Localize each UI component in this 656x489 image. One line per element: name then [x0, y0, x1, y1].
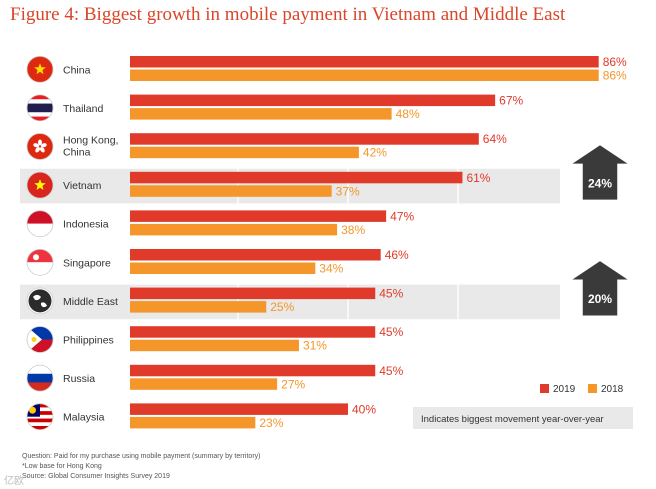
footer-question: Question: Paid for my purchase using mob… — [22, 453, 261, 460]
arrow-up-icon-middle-east: 20% — [567, 259, 633, 317]
movement-label-middle-east: 20% — [588, 292, 612, 306]
value-label-malaysia-2019: 40% — [352, 402, 376, 416]
bar-thailand-2018 — [130, 108, 392, 120]
flag-icon-philippines — [26, 326, 54, 353]
value-label-singapore-2018: 34% — [319, 262, 343, 276]
legend-label-2018: 2018 — [601, 384, 624, 395]
category-label-hong-kong-china: Hong Kong, China — [63, 135, 118, 159]
chart-footer: Question: Paid for my purchase using mob… — [22, 452, 260, 482]
legend-note-box — [413, 407, 633, 429]
bar-hong-kong-china-2019 — [130, 133, 479, 145]
bar-singapore-2019 — [130, 249, 381, 261]
value-label-china-2019: 86% — [603, 55, 627, 69]
value-label-singapore-2019: 46% — [385, 248, 409, 262]
value-label-malaysia-2018: 23% — [259, 416, 283, 430]
value-label-philippines-2018: 31% — [303, 339, 327, 353]
bar-indonesia-2019 — [130, 210, 387, 222]
chart-title: Figure 4: Biggest growth in mobile payme… — [10, 4, 566, 25]
bar-thailand-2019 — [130, 94, 496, 107]
bar-middle-east-2019 — [130, 287, 376, 300]
value-label-indonesia-2018: 38% — [341, 223, 365, 237]
bar-philippines-2019 — [130, 326, 376, 338]
value-label-indonesia-2019: 47% — [390, 209, 414, 223]
category-label-china: China — [63, 64, 91, 76]
bar-indonesia-2018 — [130, 223, 338, 236]
bar-hong-kong-china-2018 — [130, 146, 359, 159]
value-label-vietnam-2018: 37% — [336, 184, 360, 198]
bar-malaysia-2018 — [130, 416, 256, 429]
flag-icon-hong-kong-china — [26, 133, 54, 160]
footer-note: *Low base for Hong Kong — [22, 463, 102, 470]
category-label-vietnam: Vietnam — [63, 180, 102, 192]
footer-source: Source: Global Consumer Insights Survey … — [22, 473, 170, 480]
value-label-thailand-2018: 48% — [396, 107, 420, 121]
bar-russia-2018 — [130, 378, 278, 390]
bar-china-2018 — [130, 69, 599, 81]
flag-icon-thailand — [26, 94, 54, 122]
legend-label-2019: 2019 — [553, 384, 576, 395]
flag-icon-indonesia — [26, 210, 54, 238]
value-label-russia-2018: 27% — [281, 377, 305, 391]
flag-icon-russia — [26, 364, 54, 392]
flag-icon-middle-east — [26, 287, 54, 315]
value-label-vietnam-2019: 61% — [466, 171, 490, 185]
category-label-malaysia: Malaysia — [63, 412, 105, 424]
value-label-china-2018: 86% — [603, 69, 627, 83]
category-label-indonesia: Indonesia — [63, 219, 109, 231]
value-label-hong-kong-china-2019: 64% — [483, 132, 507, 146]
category-label-singapore: Singapore — [63, 257, 111, 269]
legend-swatch-2019 — [540, 384, 549, 393]
value-label-thailand-2019: 67% — [499, 94, 523, 108]
bar-vietnam-2019 — [130, 171, 463, 184]
value-label-hong-kong-china-2018: 42% — [363, 146, 387, 160]
arrow-up-icon-vietnam: 24% — [567, 143, 633, 202]
category-label-russia: Russia — [63, 373, 95, 385]
value-label-middle-east-2018: 25% — [270, 300, 294, 314]
bar-russia-2019 — [130, 364, 376, 377]
bar-china-2019 — [130, 56, 599, 68]
bar-malaysia-2019 — [130, 403, 348, 415]
movement-label-vietnam: 24% — [588, 176, 612, 190]
flag-icon-singapore — [26, 248, 54, 276]
flag-icon-vietnam — [26, 171, 54, 199]
bar-middle-east-2018 — [130, 301, 267, 313]
category-label-thailand: Thailand — [63, 103, 103, 115]
legend-swatch-2018 — [588, 384, 597, 393]
legend-note: Indicates biggest movement year-over-yea… — [421, 414, 604, 425]
bar-vietnam-2018 — [130, 185, 332, 197]
flag-icon-malaysia — [26, 403, 54, 431]
bar-philippines-2018 — [130, 339, 299, 352]
category-label-middle-east: Middle East — [63, 296, 118, 308]
flag-icon-china — [26, 55, 54, 83]
category-label-philippines: Philippines — [63, 335, 114, 347]
value-label-middle-east-2019: 45% — [379, 287, 403, 301]
watermark: 亿欧 — [4, 476, 24, 487]
bar-singapore-2018 — [130, 262, 316, 274]
value-label-philippines-2019: 45% — [379, 325, 403, 339]
value-label-russia-2019: 45% — [379, 364, 403, 378]
